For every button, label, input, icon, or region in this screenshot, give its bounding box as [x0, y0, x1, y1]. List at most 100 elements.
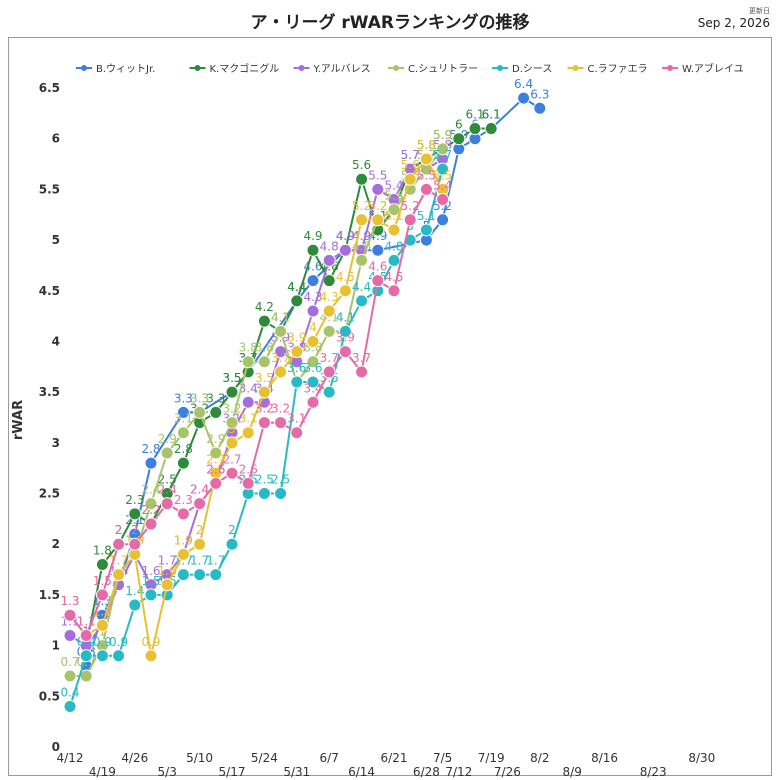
data-point[interactable] [112, 537, 126, 551]
data-point[interactable] [95, 588, 109, 602]
data-point[interactable] [160, 446, 174, 460]
data-point[interactable] [225, 416, 239, 430]
legend-item[interactable]: Y.アルバレス [293, 63, 371, 75]
data-point[interactable] [355, 253, 369, 267]
data-point[interactable] [176, 426, 190, 440]
data-point[interactable] [160, 497, 174, 511]
data-point[interactable] [274, 365, 288, 379]
data-point[interactable] [371, 243, 385, 257]
data-point[interactable] [209, 568, 223, 582]
data-point[interactable] [274, 324, 288, 338]
data-point[interactable] [306, 304, 320, 318]
data-point[interactable] [371, 182, 385, 196]
data-point[interactable] [144, 588, 158, 602]
data-point[interactable] [209, 405, 223, 419]
data-point[interactable] [436, 193, 450, 207]
data-point[interactable] [209, 446, 223, 460]
data-point[interactable] [95, 558, 109, 572]
data-point[interactable] [387, 284, 401, 298]
data-point[interactable] [257, 314, 271, 328]
data-point[interactable] [63, 669, 77, 683]
data-point[interactable] [436, 162, 450, 176]
data-point[interactable] [290, 426, 304, 440]
data-point[interactable] [355, 213, 369, 227]
data-point[interactable] [290, 345, 304, 359]
data-point[interactable] [176, 568, 190, 582]
data-point[interactable] [322, 304, 336, 318]
data-point[interactable] [436, 142, 450, 156]
legend-item[interactable]: C.シュリトラー [388, 63, 478, 75]
data-point[interactable] [290, 294, 304, 308]
data-point[interactable] [241, 426, 255, 440]
data-point[interactable] [274, 416, 288, 430]
data-point[interactable] [306, 334, 320, 348]
data-point[interactable] [338, 345, 352, 359]
data-point[interactable] [176, 405, 190, 419]
data-point[interactable] [209, 476, 223, 490]
data-point[interactable] [63, 608, 77, 622]
data-point[interactable] [436, 213, 450, 227]
data-point[interactable] [355, 365, 369, 379]
data-point[interactable] [225, 436, 239, 450]
data-point[interactable] [176, 547, 190, 561]
data-point[interactable] [112, 649, 126, 663]
legend-item[interactable]: D.シース [492, 64, 552, 75]
data-point[interactable] [484, 122, 498, 136]
data-point[interactable] [241, 476, 255, 490]
data-point[interactable] [306, 274, 320, 288]
data-point[interactable] [257, 385, 271, 399]
legend-item[interactable]: C.ラファエラ [567, 63, 648, 75]
data-point[interactable] [128, 507, 142, 521]
data-point[interactable] [322, 253, 336, 267]
data-point[interactable] [225, 385, 239, 399]
data-point[interactable] [387, 253, 401, 267]
data-point[interactable] [322, 385, 336, 399]
data-point[interactable] [193, 405, 207, 419]
data-point[interactable] [144, 517, 158, 531]
data-point[interactable] [95, 649, 109, 663]
data-point[interactable] [322, 324, 336, 338]
data-point[interactable] [128, 598, 142, 612]
data-point[interactable] [306, 395, 320, 409]
data-point[interactable] [225, 537, 239, 551]
data-point[interactable] [257, 416, 271, 430]
data-point[interactable] [371, 213, 385, 227]
data-point[interactable] [517, 91, 531, 105]
data-point[interactable] [338, 324, 352, 338]
data-point[interactable] [371, 274, 385, 288]
data-point[interactable] [95, 618, 109, 632]
data-point[interactable] [144, 649, 158, 663]
data-point[interactable] [160, 578, 174, 592]
data-point[interactable] [63, 699, 77, 713]
data-point[interactable] [193, 537, 207, 551]
data-point[interactable] [176, 507, 190, 521]
data-point[interactable] [403, 172, 417, 186]
data-point[interactable] [355, 172, 369, 186]
data-point[interactable] [112, 568, 126, 582]
data-point[interactable] [419, 152, 433, 166]
data-point[interactable] [533, 101, 547, 115]
legend-item[interactable]: K.マクゴニグル [189, 62, 280, 75]
data-point[interactable] [193, 568, 207, 582]
data-point[interactable] [387, 223, 401, 237]
data-point[interactable] [290, 375, 304, 389]
data-point[interactable] [274, 487, 288, 501]
data-point[interactable] [306, 355, 320, 369]
legend-item[interactable]: W.アブレイユ [662, 62, 744, 75]
data-point[interactable] [176, 456, 190, 470]
data-point[interactable] [403, 213, 417, 227]
data-point[interactable] [63, 628, 77, 642]
data-point[interactable] [452, 132, 466, 146]
data-point[interactable] [144, 497, 158, 511]
data-point[interactable] [257, 487, 271, 501]
data-point[interactable] [225, 466, 239, 480]
data-point[interactable] [241, 355, 255, 369]
data-point[interactable] [79, 628, 93, 642]
data-point[interactable] [306, 243, 320, 257]
data-point[interactable] [419, 223, 433, 237]
legend-item[interactable]: B.ウィットJr. [76, 63, 155, 75]
data-point[interactable] [419, 182, 433, 196]
data-point[interactable] [338, 284, 352, 298]
data-point[interactable] [241, 395, 255, 409]
data-point[interactable] [338, 243, 352, 257]
